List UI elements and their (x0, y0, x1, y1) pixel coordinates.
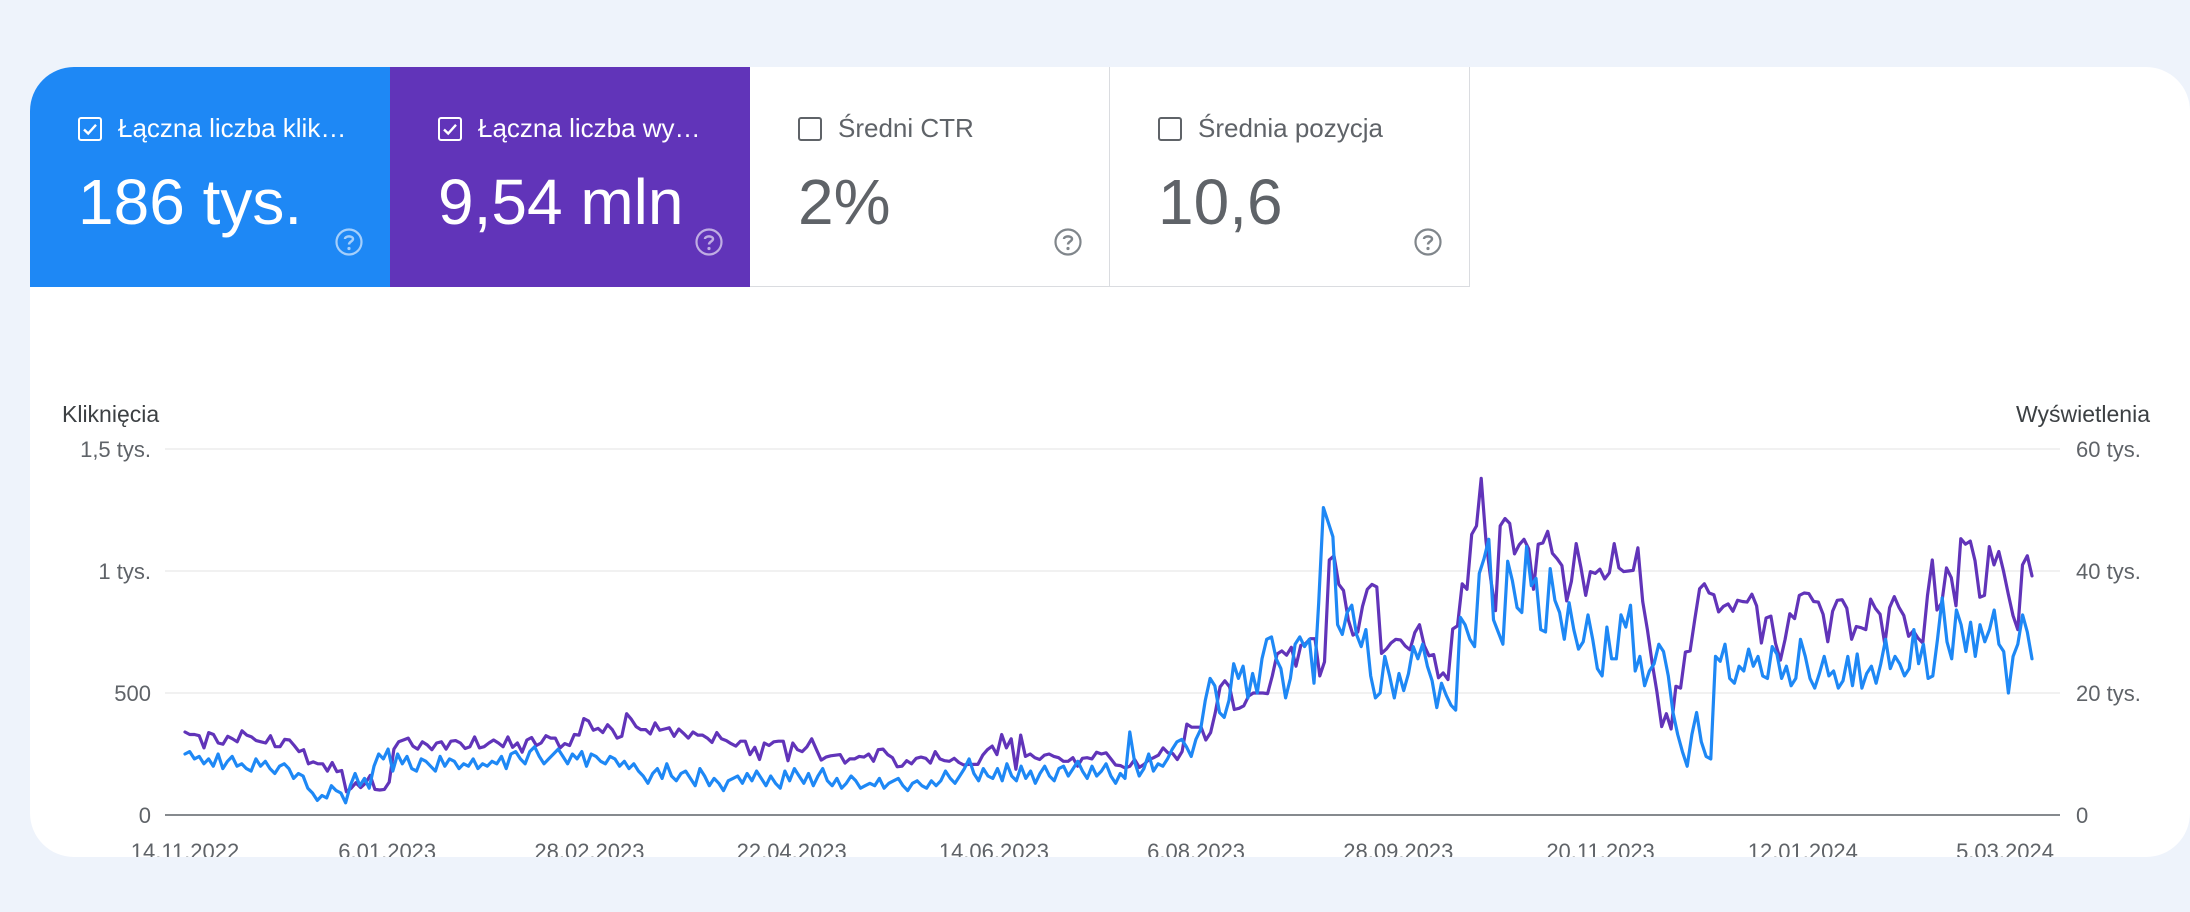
metric-value: 2% (798, 166, 891, 238)
help-icon[interactable] (334, 227, 364, 257)
metric-checkbox[interactable] (78, 117, 102, 141)
right-tick-label: 60 tys. (2076, 437, 2141, 462)
metric-tiles: Łączna liczba klik… 186 tys. Łączna liczba… (30, 67, 1470, 287)
impressions-series-line (183, 476, 2034, 794)
metric-checkbox[interactable] (1158, 117, 1182, 141)
metric-value: 186 tys. (78, 166, 303, 238)
help-icon[interactable] (1053, 227, 1083, 257)
help-icon[interactable] (694, 227, 724, 257)
metric-tile-average-position[interactable]: Średnia pozycja 10,6 (1110, 67, 1470, 287)
x-tick-label: 28.09.2023 (1343, 839, 1453, 857)
left-axis-title: Kliknięcia (62, 401, 159, 427)
x-tick-label: 6.01.2023 (338, 839, 436, 857)
metric-tile-average-ctr[interactable]: Średni CTR 2% (750, 67, 1110, 287)
right-tick-label: 40 tys. (2076, 559, 2141, 584)
left-tick-label: 1,5 tys. (80, 437, 151, 462)
metric-label: Łączna liczba wy… (478, 113, 701, 143)
x-tick-label: 22.04.2023 (737, 839, 847, 857)
metric-value: 10,6 (1158, 166, 1283, 238)
metric-tile-total-impressions[interactable]: Łączna liczba wy… 9,54 mln (390, 67, 750, 287)
left-tick-label: 500 (114, 681, 151, 706)
left-tick-label: 1 tys. (98, 559, 151, 584)
metric-value: 9,54 mln (438, 166, 684, 238)
x-tick-label: 12.01.2024 (1748, 839, 1858, 857)
metric-label: Średni CTR (838, 113, 974, 143)
metric-label: Średnia pozycja (1198, 113, 1383, 143)
metric-checkbox[interactable] (438, 117, 462, 141)
x-tick-label: 14.06.2023 (939, 839, 1049, 857)
metric-checkbox[interactable] (798, 117, 822, 141)
clicks-series-line (183, 506, 2034, 805)
help-icon[interactable] (1413, 227, 1443, 257)
metric-label: Łączna liczba klik… (118, 113, 347, 143)
x-tick-label: 5.03.2024 (1956, 839, 2054, 857)
right-tick-label: 20 tys. (2076, 681, 2141, 706)
right-tick-label: 0 (2076, 803, 2088, 828)
x-tick-label: 28.02.2023 (534, 839, 644, 857)
metric-tile-total-clicks[interactable]: Łączna liczba klik… 186 tys. (30, 67, 390, 287)
left-tick-label: 0 (139, 803, 151, 828)
x-tick-label: 14.11.2022 (131, 839, 239, 857)
performance-card: Łączna liczba klik… 186 tys. Łączna liczba… (30, 67, 2190, 857)
performance-chart: 0 0 500 20 tys. 1 tys. 40 tys. 1,5 tys. 60 tys.… (62, 401, 2150, 857)
x-tick-label: 20.11.2023 (1546, 839, 1654, 857)
x-tick-label: 6.08.2023 (1147, 839, 1245, 857)
right-axis-title: Wyświetlenia (2016, 401, 2150, 427)
